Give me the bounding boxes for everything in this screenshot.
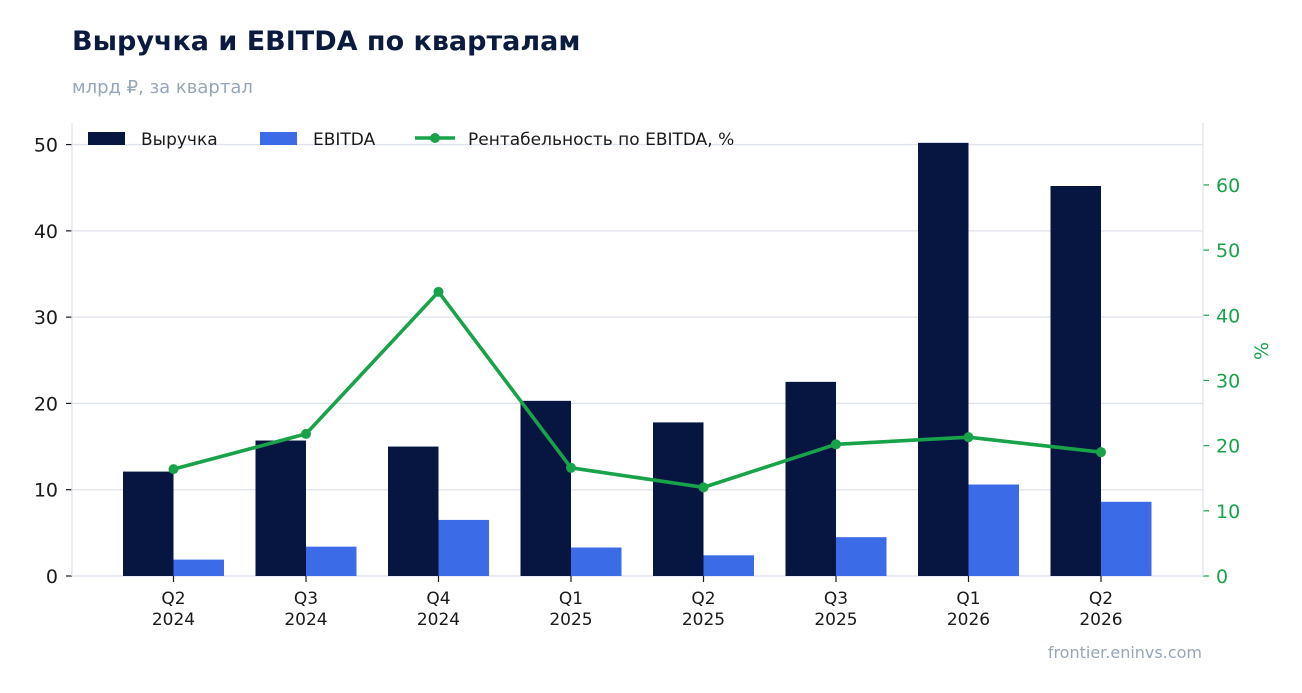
y2-axis-label: % (1251, 342, 1273, 360)
y2-tick-label: 20 (1216, 436, 1240, 458)
legend-label-revenue: Выручка (141, 130, 218, 150)
legend-swatch-revenue (88, 132, 125, 145)
margin-point (301, 428, 311, 439)
x-tick-quarter: Q3 (294, 589, 318, 609)
x-tick-quarter: Q3 (824, 589, 848, 609)
bar-ebitda (703, 555, 754, 576)
bar-ebitda (438, 519, 489, 576)
x-tick-quarter: Q2 (161, 589, 185, 609)
bar-revenue (1050, 185, 1101, 576)
margin-point (566, 462, 576, 473)
margin-point (831, 439, 841, 450)
x-tick-year: 2025 (549, 610, 592, 630)
y2-tick-label: 10 (1216, 501, 1240, 523)
x-tick-year: 2024 (284, 610, 327, 630)
bar-revenue (918, 142, 969, 577)
margin-point (168, 464, 179, 475)
chart-title: Выручка и EBITDA по кварталам (72, 26, 581, 57)
x-tick-year: 2024 (417, 610, 460, 630)
legend-label-margin: Рентабельность по EBITDA, % (468, 130, 734, 150)
y2-tick-label: 60 (1216, 175, 1240, 197)
legend-label-ebitda: EBITDA (313, 130, 376, 150)
y-tick-label: 0 (46, 566, 58, 588)
y-tick-label: 40 (34, 221, 58, 243)
bar-ebitda (571, 547, 622, 576)
bar-ebitda (836, 537, 887, 576)
bar-ebitda (968, 484, 1019, 576)
x-tick-year: 2024 (152, 610, 195, 630)
legend-marker-margin (430, 133, 440, 143)
y-tick-label: 20 (34, 393, 58, 415)
y2-tick-label: 30 (1216, 370, 1240, 392)
bar-revenue (255, 440, 306, 576)
x-tick-quarter: Q1 (956, 589, 980, 609)
bar-ebitda (306, 546, 357, 576)
margin-point (963, 432, 974, 443)
x-tick-quarter: Q4 (426, 589, 450, 609)
x-tick-year: 2026 (1079, 610, 1122, 630)
bar-revenue (123, 471, 174, 576)
x-tick-quarter: Q1 (559, 589, 583, 609)
bar-ebitda (1101, 501, 1152, 576)
margin-point (433, 286, 444, 297)
x-tick-quarter: Q2 (691, 589, 715, 609)
margin-point (1096, 447, 1106, 458)
y-tick-label: 10 (34, 480, 58, 502)
bar-ebitda (173, 559, 224, 576)
x-tick-year: 2025 (682, 610, 725, 630)
bar-revenue (388, 446, 439, 576)
bar-revenue (653, 422, 704, 576)
source-link[interactable]: frontier.eninvs.com (1047, 643, 1202, 662)
y2-tick-label: 50 (1216, 240, 1240, 262)
margin-point (698, 482, 709, 493)
legend-swatch-ebitda (260, 132, 297, 145)
x-tick-year: 2026 (947, 610, 990, 630)
y-tick-label: 50 (34, 135, 58, 157)
y2-tick-label: 0 (1216, 566, 1228, 588)
margin-line (171, 290, 1103, 490)
chart-subtitle: млрд ₽, за квартал (72, 77, 253, 98)
x-tick-year: 2025 (814, 610, 857, 630)
bar-revenue (785, 381, 836, 576)
bar-revenue (520, 400, 571, 576)
y2-tick-label: 40 (1216, 305, 1240, 327)
y-tick-label: 30 (34, 307, 58, 329)
x-tick-quarter: Q2 (1089, 589, 1113, 609)
